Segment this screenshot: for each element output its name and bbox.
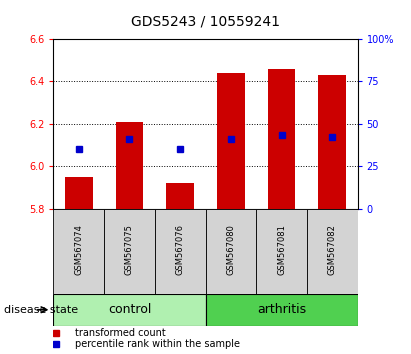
Text: GSM567075: GSM567075 [125, 224, 134, 275]
Bar [318, 75, 346, 209]
Text: control: control [108, 303, 151, 316]
Text: GSM567076: GSM567076 [175, 224, 185, 275]
Bar [53, 209, 104, 294]
Bar [166, 183, 194, 209]
Bar [155, 209, 206, 294]
Text: percentile rank within the sample: percentile rank within the sample [75, 338, 240, 349]
Bar [115, 122, 143, 209]
Text: arthritis: arthritis [257, 303, 306, 316]
Text: disease state: disease state [4, 305, 78, 315]
Text: GSM567074: GSM567074 [74, 224, 83, 275]
Bar [307, 209, 358, 294]
Text: GSM567082: GSM567082 [328, 224, 337, 275]
Bar [268, 69, 296, 209]
Bar [256, 209, 307, 294]
Text: GDS5243 / 10559241: GDS5243 / 10559241 [131, 14, 280, 28]
Bar [206, 209, 256, 294]
Text: GSM567081: GSM567081 [277, 224, 286, 275]
Text: transformed count: transformed count [75, 327, 166, 338]
Text: GSM567080: GSM567080 [226, 224, 236, 275]
Bar [65, 177, 93, 209]
Bar [53, 294, 206, 326]
Bar [104, 209, 155, 294]
Bar [206, 294, 358, 326]
Bar [217, 73, 245, 209]
